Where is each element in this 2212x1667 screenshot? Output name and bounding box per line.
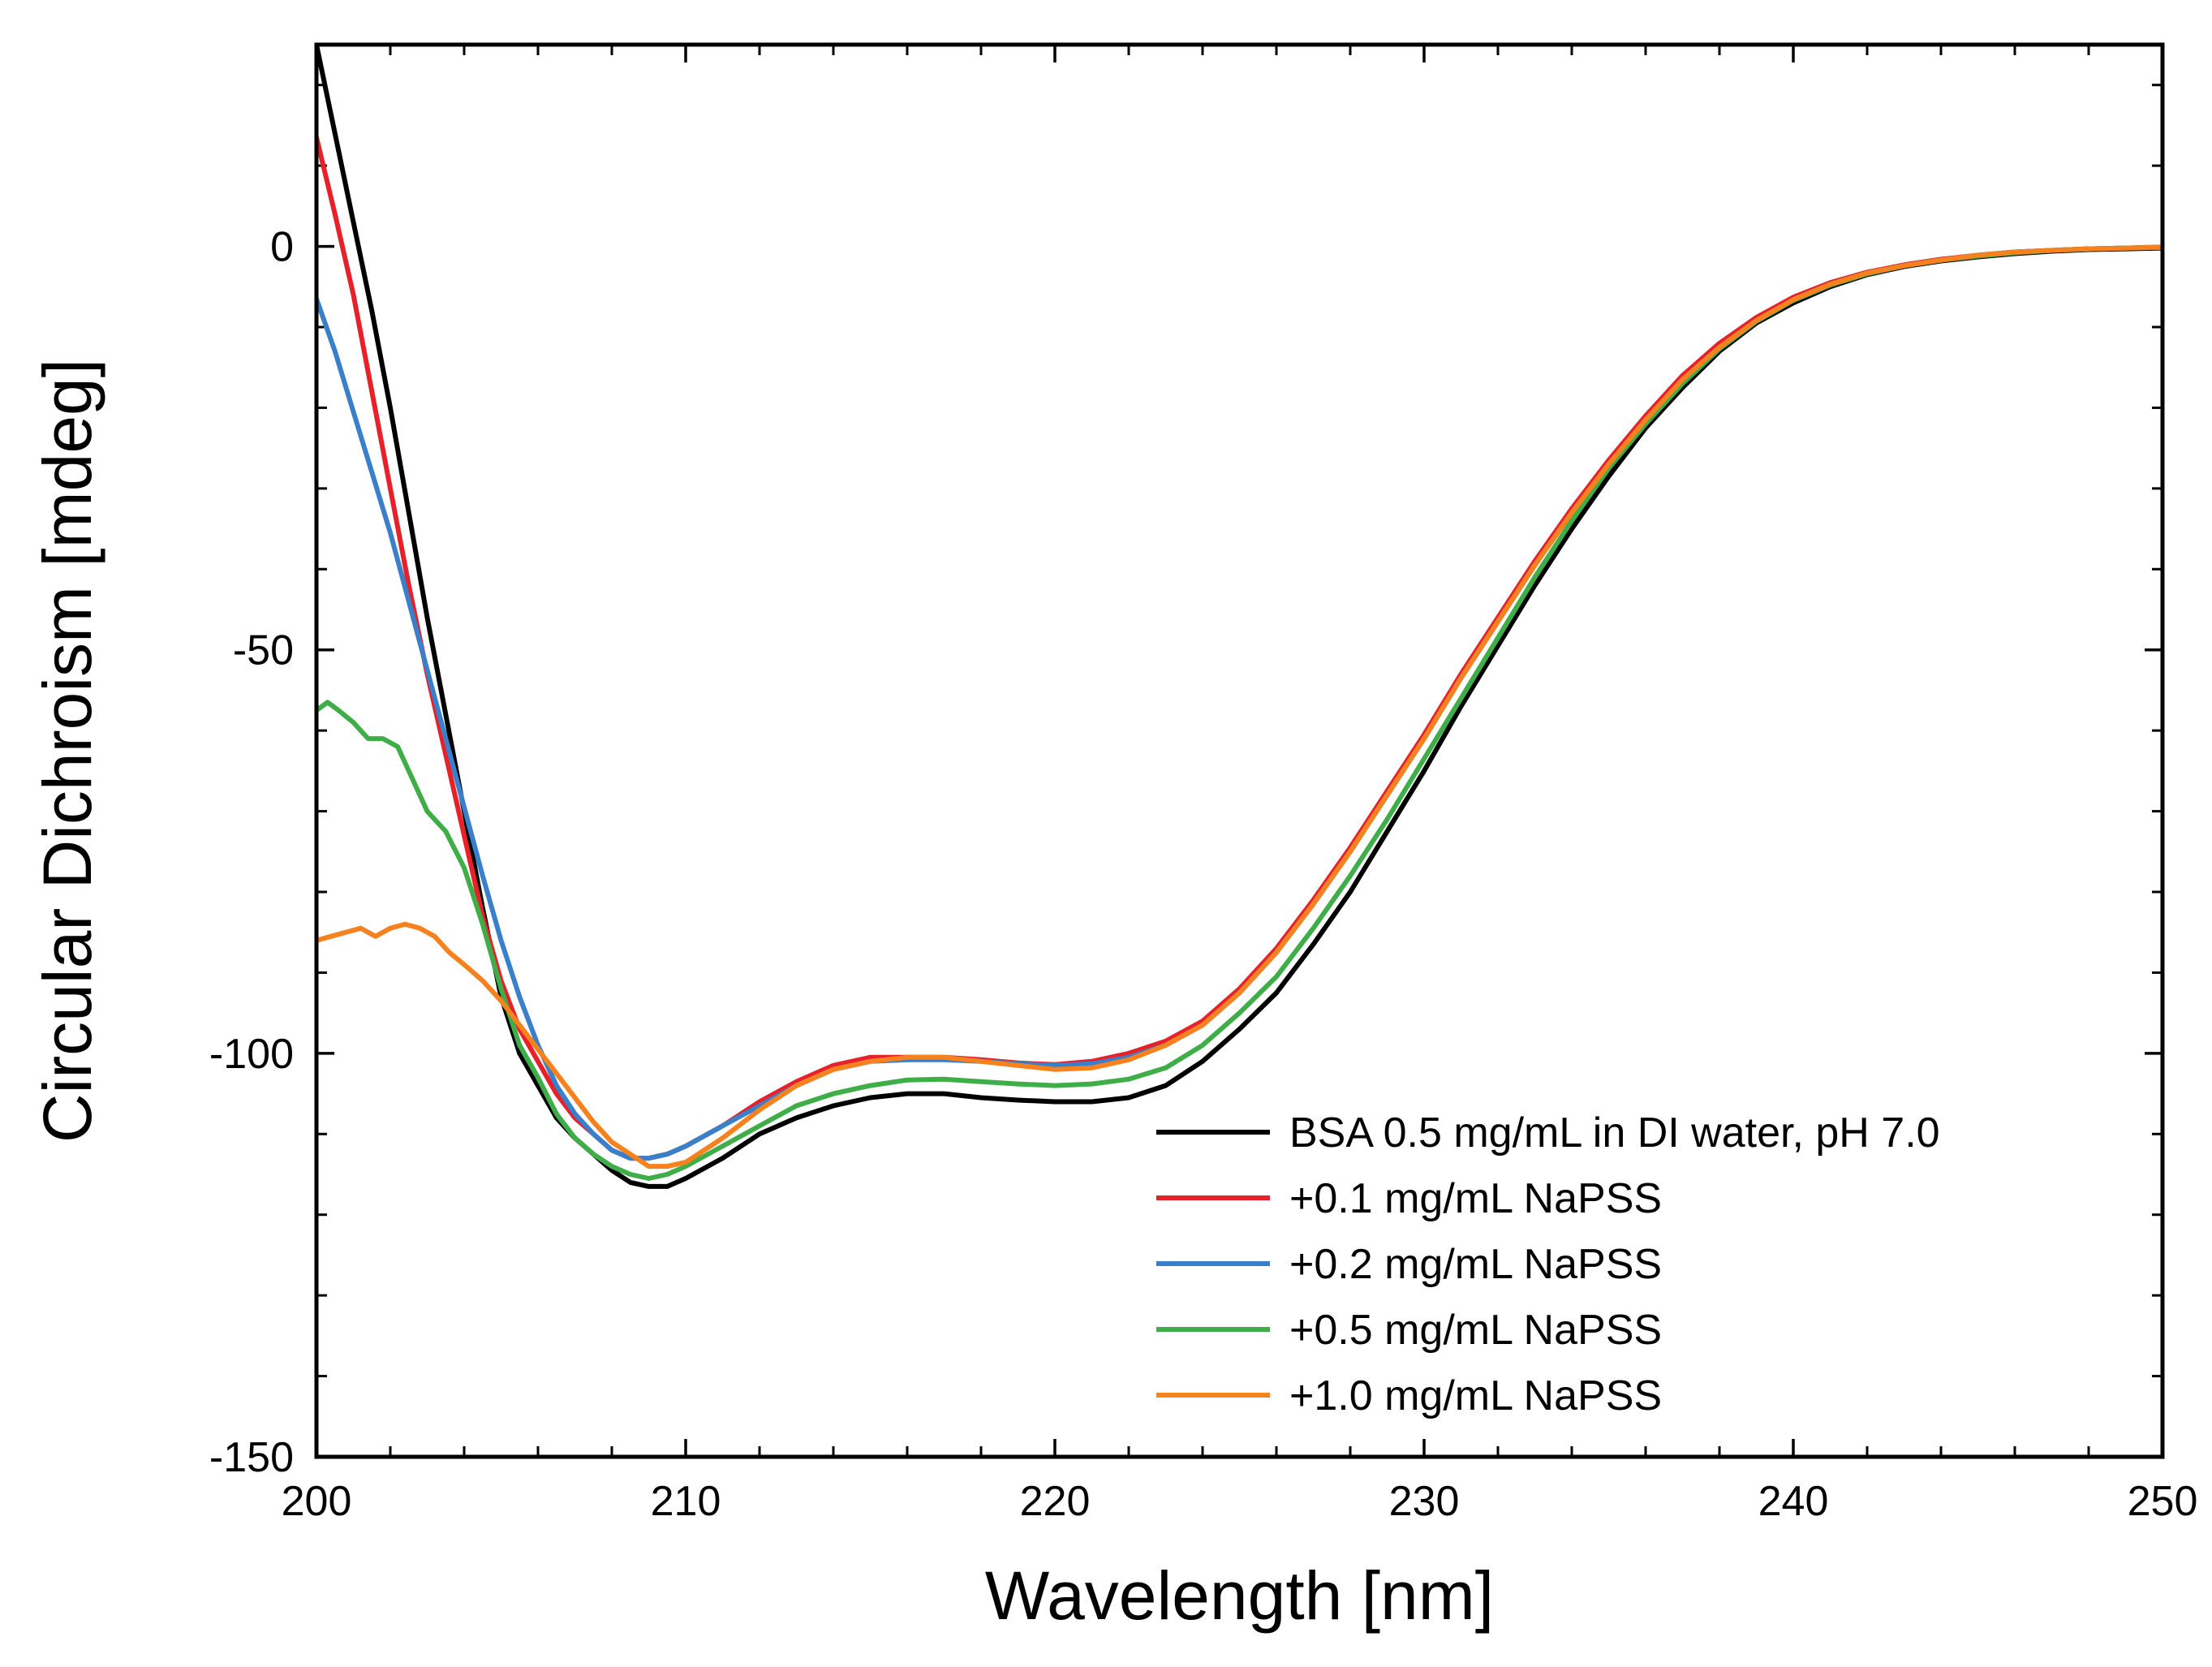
- x-tick-label: 210: [651, 1478, 721, 1525]
- x-tick-label: 250: [2128, 1478, 2198, 1525]
- legend-label-5: +1.0 mg/mL NaPSS: [1289, 1372, 1662, 1419]
- y-tick-label: -50: [233, 627, 294, 674]
- legend: BSA 0.5 mg/mL in DI water, pH 7.0 +0.1 mg…: [1156, 1109, 1940, 1419]
- x-tick-label: 230: [1389, 1478, 1460, 1525]
- x-tick-labels: 200 210 220 230 240 250: [282, 1478, 2198, 1525]
- series-line-5: [316, 244, 2163, 1169]
- x-tick-label: 220: [1020, 1478, 1091, 1525]
- x-axis-title: Wavelength [nm]: [985, 1557, 1494, 1634]
- x-tick-label: 240: [1758, 1478, 1829, 1525]
- y-tick-label: -150: [209, 1434, 294, 1481]
- legend-label-1: BSA 0.5 mg/mL in DI water, pH 7.0: [1289, 1109, 1940, 1157]
- y-tick-labels: 0 -50 -100 -150: [209, 224, 294, 1481]
- plot-frame: [314, 42, 2165, 1459]
- series-lines: [316, 45, 2163, 1189]
- y-tick-label: 0: [270, 224, 294, 271]
- y-axis-title: Circular Dichroism [mdeg]: [29, 359, 105, 1143]
- y-tick-label: -100: [209, 1031, 294, 1078]
- x-tick-label: 200: [282, 1478, 352, 1525]
- legend-label-3: +0.2 mg/mL NaPSS: [1289, 1241, 1662, 1288]
- legend-label-2: +0.1 mg/mL NaPSS: [1289, 1175, 1662, 1222]
- legend-label-4: +0.5 mg/mL NaPSS: [1289, 1307, 1662, 1354]
